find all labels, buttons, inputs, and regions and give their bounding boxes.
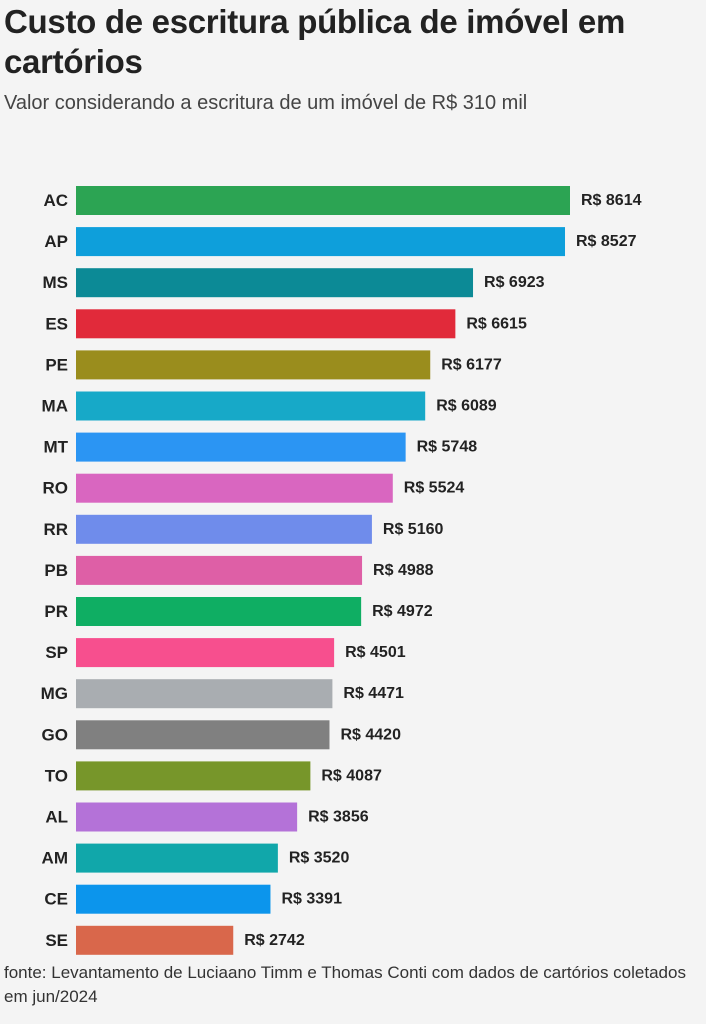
data-label: R$ 4420 — [340, 726, 401, 743]
bar-pb — [76, 555, 363, 585]
data-label: R$ 8614 — [581, 192, 642, 209]
bar-go — [76, 720, 330, 750]
bar-am — [76, 843, 278, 873]
data-label: R$ 6923 — [484, 274, 545, 291]
bar-ms — [76, 268, 474, 298]
bar-pr — [76, 597, 362, 626]
category-label: MS — [43, 273, 69, 292]
category-label: CE — [44, 890, 68, 909]
bar-mt — [76, 432, 406, 462]
source-note: fonte: Levantamento de Luciaano Timm e T… — [4, 963, 686, 1006]
data-label: R$ 5160 — [383, 521, 444, 538]
category-label: PE — [45, 355, 68, 374]
category-label: MA — [42, 397, 68, 416]
category-label: MT — [43, 438, 68, 457]
data-label: R$ 4988 — [373, 562, 434, 579]
data-label: R$ 6089 — [436, 398, 497, 415]
category-label: ES — [45, 314, 68, 333]
bar-se — [76, 925, 234, 955]
category-label: TO — [45, 766, 68, 785]
category-label: RO — [43, 479, 69, 498]
data-label: R$ 3520 — [289, 850, 350, 867]
bar-es — [76, 309, 456, 339]
bar-al — [76, 802, 298, 832]
bar-sp — [76, 638, 335, 668]
data-label: R$ 4501 — [345, 644, 406, 661]
bar-pe — [76, 350, 431, 380]
data-label: R$ 2742 — [244, 932, 305, 949]
data-label: R$ 6177 — [441, 356, 502, 373]
category-label: SE — [45, 931, 68, 950]
data-label: R$ 5748 — [417, 439, 478, 456]
bar-to — [76, 761, 311, 791]
chart-title: Custo de escritura pública de imóvel em … — [4, 3, 625, 80]
bar-ro — [76, 473, 393, 503]
category-label: AM — [42, 849, 68, 868]
bar-rr — [76, 514, 372, 544]
category-label: AP — [44, 232, 68, 251]
data-label: R$ 3391 — [281, 891, 342, 908]
data-label: R$ 4471 — [343, 685, 404, 702]
chart-subtitle: Valor considerando a escritura de um imó… — [4, 92, 528, 114]
category-label: AL — [45, 808, 68, 827]
category-label: RR — [43, 520, 68, 539]
bar-ce — [76, 884, 271, 914]
category-label: PR — [44, 602, 68, 621]
data-label: R$ 8527 — [576, 233, 637, 250]
data-label: R$ 4972 — [372, 603, 433, 620]
bar-ac — [76, 186, 570, 215]
category-label: SP — [45, 643, 68, 662]
data-label: R$ 3856 — [308, 809, 369, 826]
bar-mg — [76, 679, 333, 709]
data-label: R$ 6615 — [466, 315, 527, 332]
data-label: R$ 4087 — [321, 767, 382, 784]
bar-ma — [76, 391, 426, 421]
category-label: MG — [41, 684, 68, 703]
data-label: R$ 5524 — [404, 480, 465, 497]
category-label: AC — [43, 191, 68, 210]
category-label: GO — [42, 725, 68, 744]
bar-ap — [76, 227, 566, 257]
category-label: PB — [44, 561, 68, 580]
